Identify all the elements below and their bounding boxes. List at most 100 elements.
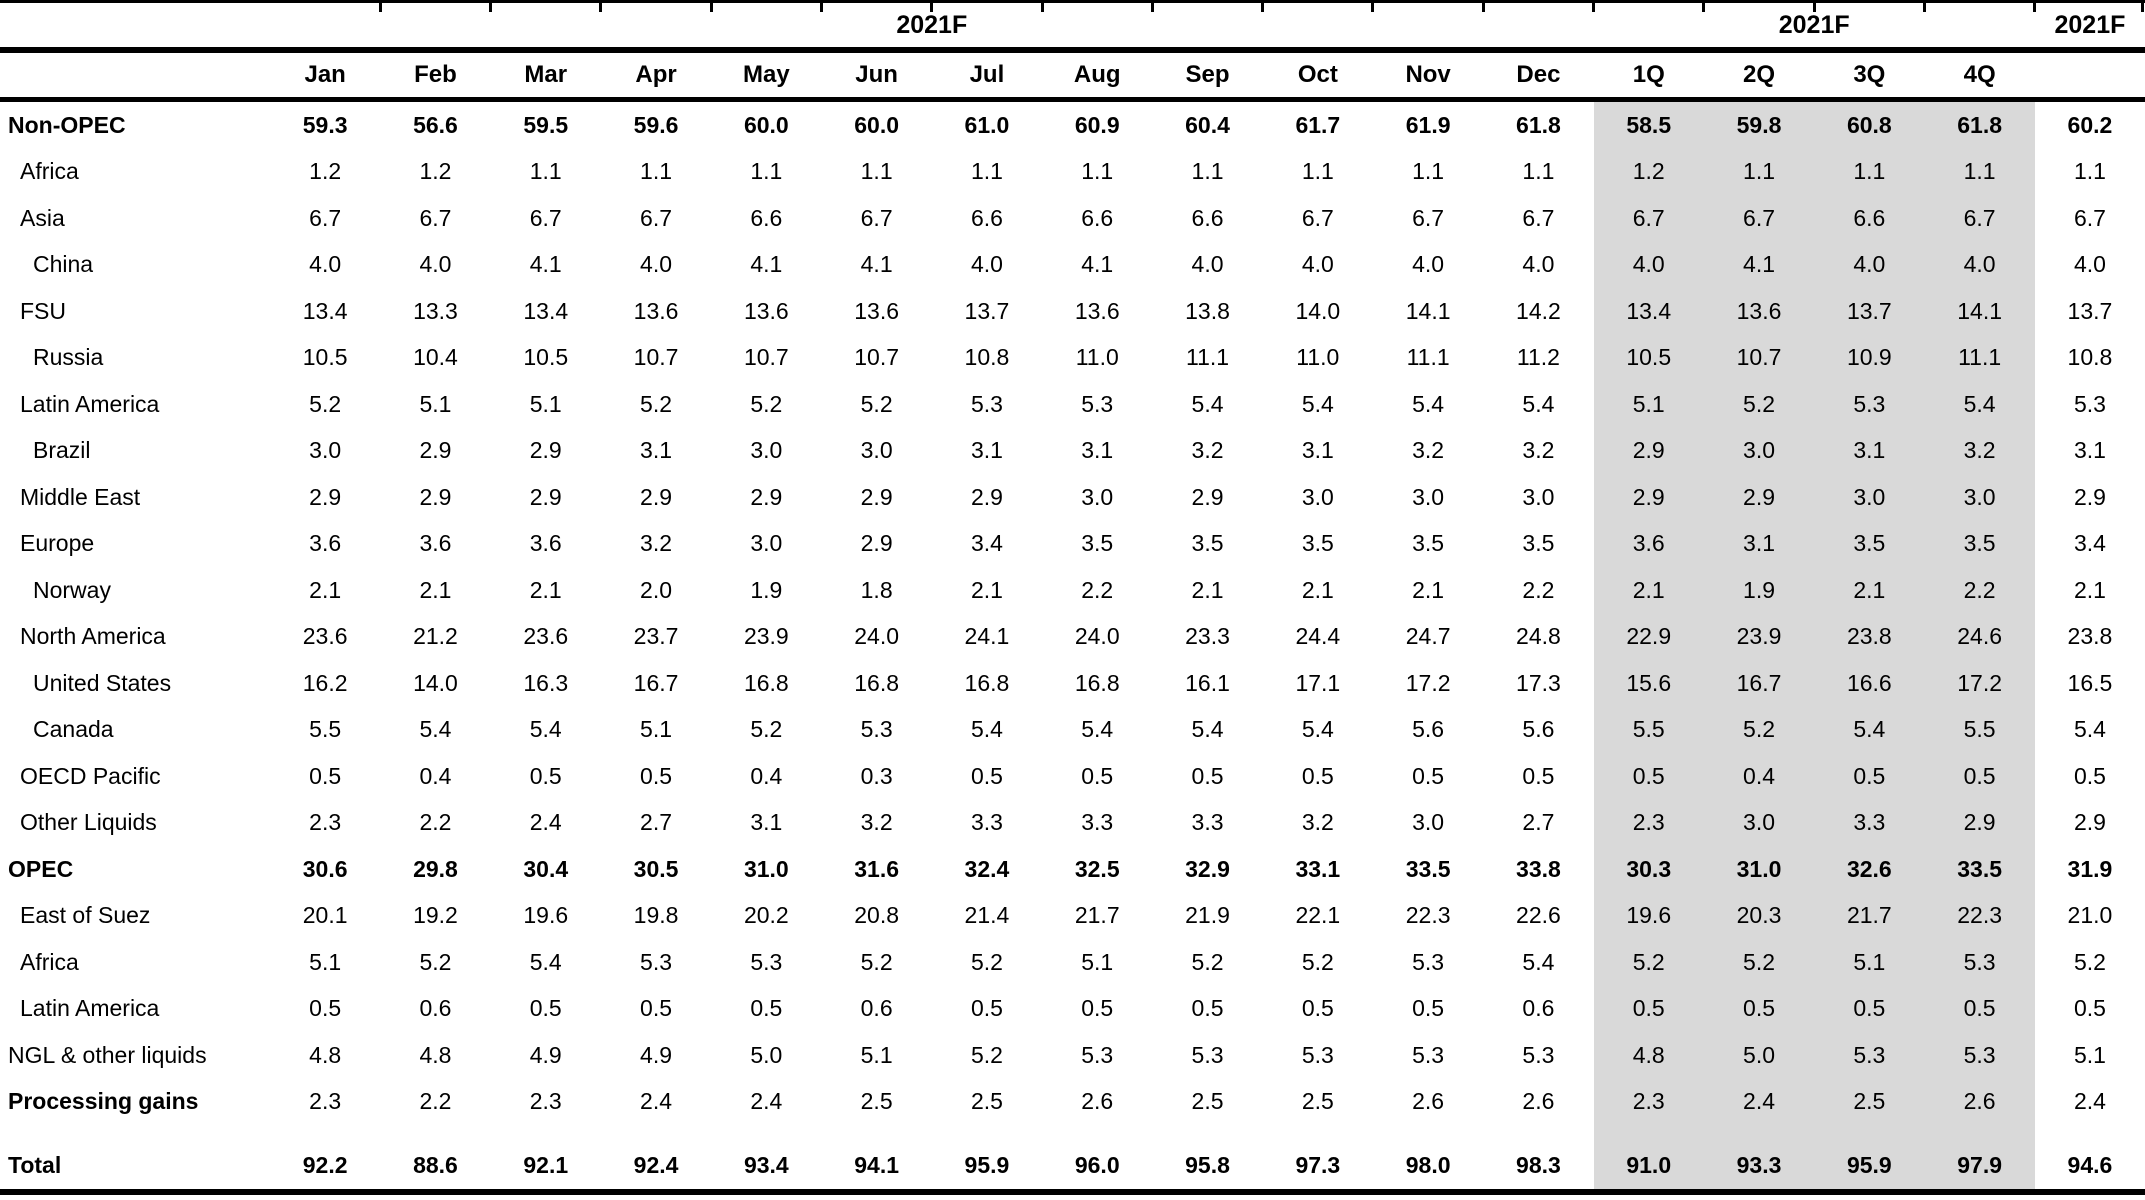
year-value: 5.2 <box>2073 948 2106 975</box>
year-value: 0.5 <box>2073 762 2106 789</box>
month-value: 2.5 <box>860 1088 893 1115</box>
month-value: 0.5 <box>1191 995 1224 1022</box>
quarter-value: 5.4 <box>1924 381 2035 428</box>
quarter-value: 17.2 <box>1924 660 2035 707</box>
month-value: 24.0 <box>1074 623 1120 650</box>
column-boundary-tick <box>2141 3 2144 12</box>
year-value: 94.6 <box>2034 1142 2145 1195</box>
month-value: 17.2 <box>1405 669 1451 696</box>
quarter-value: 2.9 <box>1593 427 1704 474</box>
month-value: 30.4 <box>523 855 569 882</box>
row-label: Middle East <box>20 483 141 510</box>
quarter-value: 5.1 <box>1814 939 1925 986</box>
quarter-value: 15.6 <box>1593 660 1704 707</box>
quarter-value: 23.9 <box>1703 613 1815 660</box>
quarter-value: 0.5 <box>1593 753 1704 800</box>
year-value: 3.1 <box>2073 437 2106 464</box>
month-value: 16.7 <box>633 669 679 696</box>
spacer-cell <box>1593 1125 1704 1142</box>
quarter-value: 2.6 <box>1924 1078 2035 1125</box>
quarter-value: 2.3 <box>1593 799 1704 846</box>
month-value: 5.4 <box>529 948 562 975</box>
spacer-cell <box>601 1125 711 1142</box>
month-value: 2.9 <box>419 483 452 510</box>
month-value: 3.0 <box>750 437 783 464</box>
month-value: 21.2 <box>413 623 458 650</box>
month-value: 16.1 <box>1185 669 1230 696</box>
month-value: 11.1 <box>1185 344 1230 371</box>
year-value: 1.1 <box>2073 158 2106 185</box>
quarter-value: 23.8 <box>1814 613 1925 660</box>
quarter-value: 13.4 <box>1593 288 1704 335</box>
quarter-value: 4.0 <box>1814 241 1925 288</box>
month-value: 17.1 <box>1295 669 1341 696</box>
month-value: 4.0 <box>1301 251 1334 278</box>
quarter-value: 0.5 <box>1814 753 1925 800</box>
month-value: 5.4 <box>1301 716 1334 743</box>
month-value: 1.1 <box>860 158 893 185</box>
row-label: Non-OPEC <box>8 111 126 138</box>
month-value: 5.2 <box>640 390 673 417</box>
month-value: 20.1 <box>302 902 348 929</box>
month-value: 10.5 <box>302 344 348 371</box>
quarter-value: 4.0 <box>1593 241 1704 288</box>
month-value: 3.5 <box>1522 530 1555 557</box>
quarter-value: 1.1 <box>1814 148 1925 195</box>
month-value: 11.2 <box>1516 344 1560 371</box>
month-value: 2.2 <box>1081 576 1114 603</box>
month-value: 5.3 <box>860 716 893 743</box>
row-label: Norway <box>33 576 111 603</box>
month-value: 5.5 <box>309 716 342 743</box>
column-boundary-tick <box>599 3 603 12</box>
quarter-value: 5.4 <box>1814 706 1925 753</box>
month-value: 56.6 <box>413 111 458 138</box>
quarter-value: 5.2 <box>1593 939 1704 986</box>
month-value: 5.6 <box>1412 716 1445 743</box>
table-row: North America 23.6 21.2 23.6 23.7 23.9 24.0 24.… <box>0 613 2145 660</box>
quarter-value: 4.8 <box>1593 1032 1704 1079</box>
month-value: 31.6 <box>854 855 900 882</box>
column-boundary-tick <box>1371 3 1375 12</box>
row-label: OECD Pacific <box>20 762 161 789</box>
month-value: 2.4 <box>640 1088 673 1115</box>
month-value: 23.3 <box>1185 623 1230 650</box>
month-value: 3.5 <box>1412 530 1445 557</box>
month-value: 2.6 <box>1081 1088 1114 1115</box>
month-value: 3.1 <box>1301 437 1334 464</box>
month-value: 16.3 <box>523 669 569 696</box>
month-value: 4.1 <box>750 251 783 278</box>
month-value: 2.5 <box>970 1088 1003 1115</box>
month-value: 0.5 <box>1301 762 1334 789</box>
row-label: NGL & other liquids <box>8 1041 207 1068</box>
year-value: 5.4 <box>2073 716 2106 743</box>
table-row: Processing gains 2.3 2.2 2.3 2.4 2.4 2.5 2.5 2.6… <box>0 1078 2145 1125</box>
spacer-cell <box>932 1125 1042 1142</box>
month-header: May <box>711 50 822 102</box>
month-value: 2.3 <box>529 1088 562 1115</box>
quarter-value: 5.3 <box>1814 381 1925 428</box>
month-value: 0.5 <box>750 995 783 1022</box>
column-boundary-tick <box>709 3 713 12</box>
month-value: 2.5 <box>1301 1088 1334 1115</box>
month-value: 5.3 <box>1412 1041 1445 1068</box>
month-value: 92.4 <box>600 1142 712 1195</box>
month-value: 5.2 <box>750 390 783 417</box>
year-value: 2.9 <box>2073 809 2106 836</box>
quarter-value: 33.5 <box>1924 846 2035 893</box>
year-value: 23.8 <box>2067 623 2113 650</box>
month-value: 22.3 <box>1405 902 1451 929</box>
quarter-value: 3.1 <box>1703 520 1815 567</box>
quarter-value: 5.1 <box>1593 381 1704 428</box>
month-value: 5.1 <box>309 948 342 975</box>
month-value: 2.2 <box>1522 576 1555 603</box>
month-value: 30.5 <box>633 855 679 882</box>
month-value: 2.1 <box>309 576 342 603</box>
spacer-cell <box>491 1125 601 1142</box>
month-value: 2.4 <box>750 1088 783 1115</box>
month-header: Jan <box>270 50 381 102</box>
month-value: 30.6 <box>302 855 348 882</box>
month-value: 13.4 <box>302 297 348 324</box>
quarter-value: 5.5 <box>1924 706 2035 753</box>
month-value: 3.0 <box>1301 483 1334 510</box>
month-value: 5.3 <box>1081 390 1114 417</box>
